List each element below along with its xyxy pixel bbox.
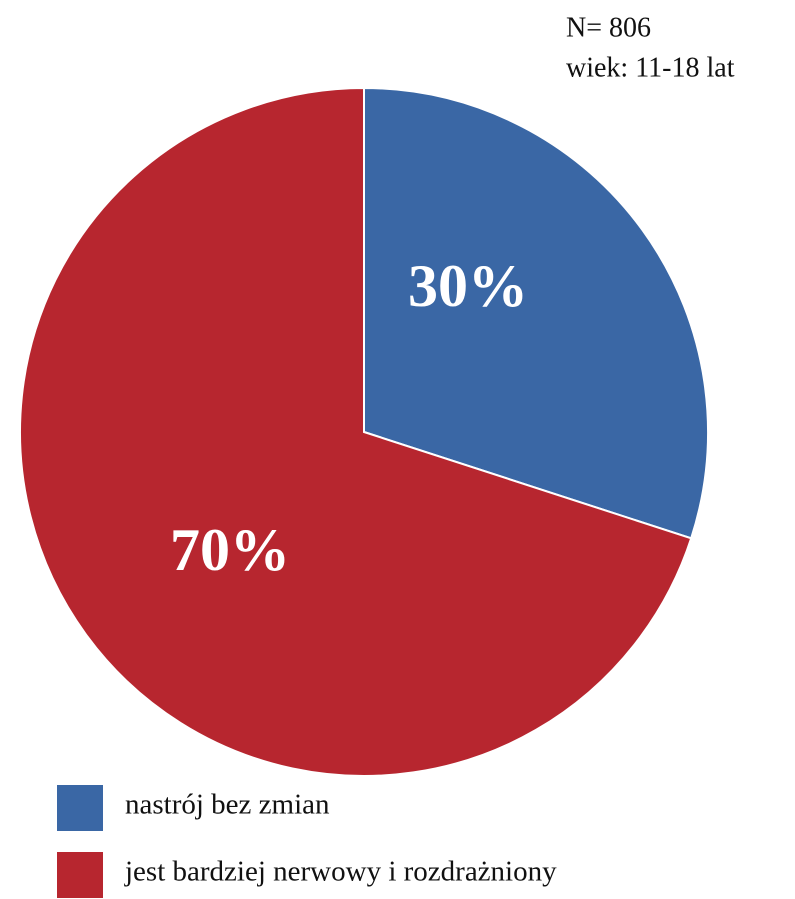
legend-label: jest bardziej nerwowy i rozdrażniony bbox=[124, 856, 557, 888]
pie-slice bbox=[18, 86, 693, 777]
annotation: wiek: 11-18 lat bbox=[566, 52, 735, 83]
value-label: 70% bbox=[170, 517, 290, 583]
legend-swatch bbox=[57, 852, 103, 898]
pie-slice bbox=[363, 86, 709, 540]
value-label: 30% bbox=[408, 253, 528, 319]
legend-swatch bbox=[57, 785, 103, 831]
annotation: N= 806 bbox=[566, 12, 651, 43]
legend-label: nastrój bez zmian bbox=[125, 789, 330, 821]
